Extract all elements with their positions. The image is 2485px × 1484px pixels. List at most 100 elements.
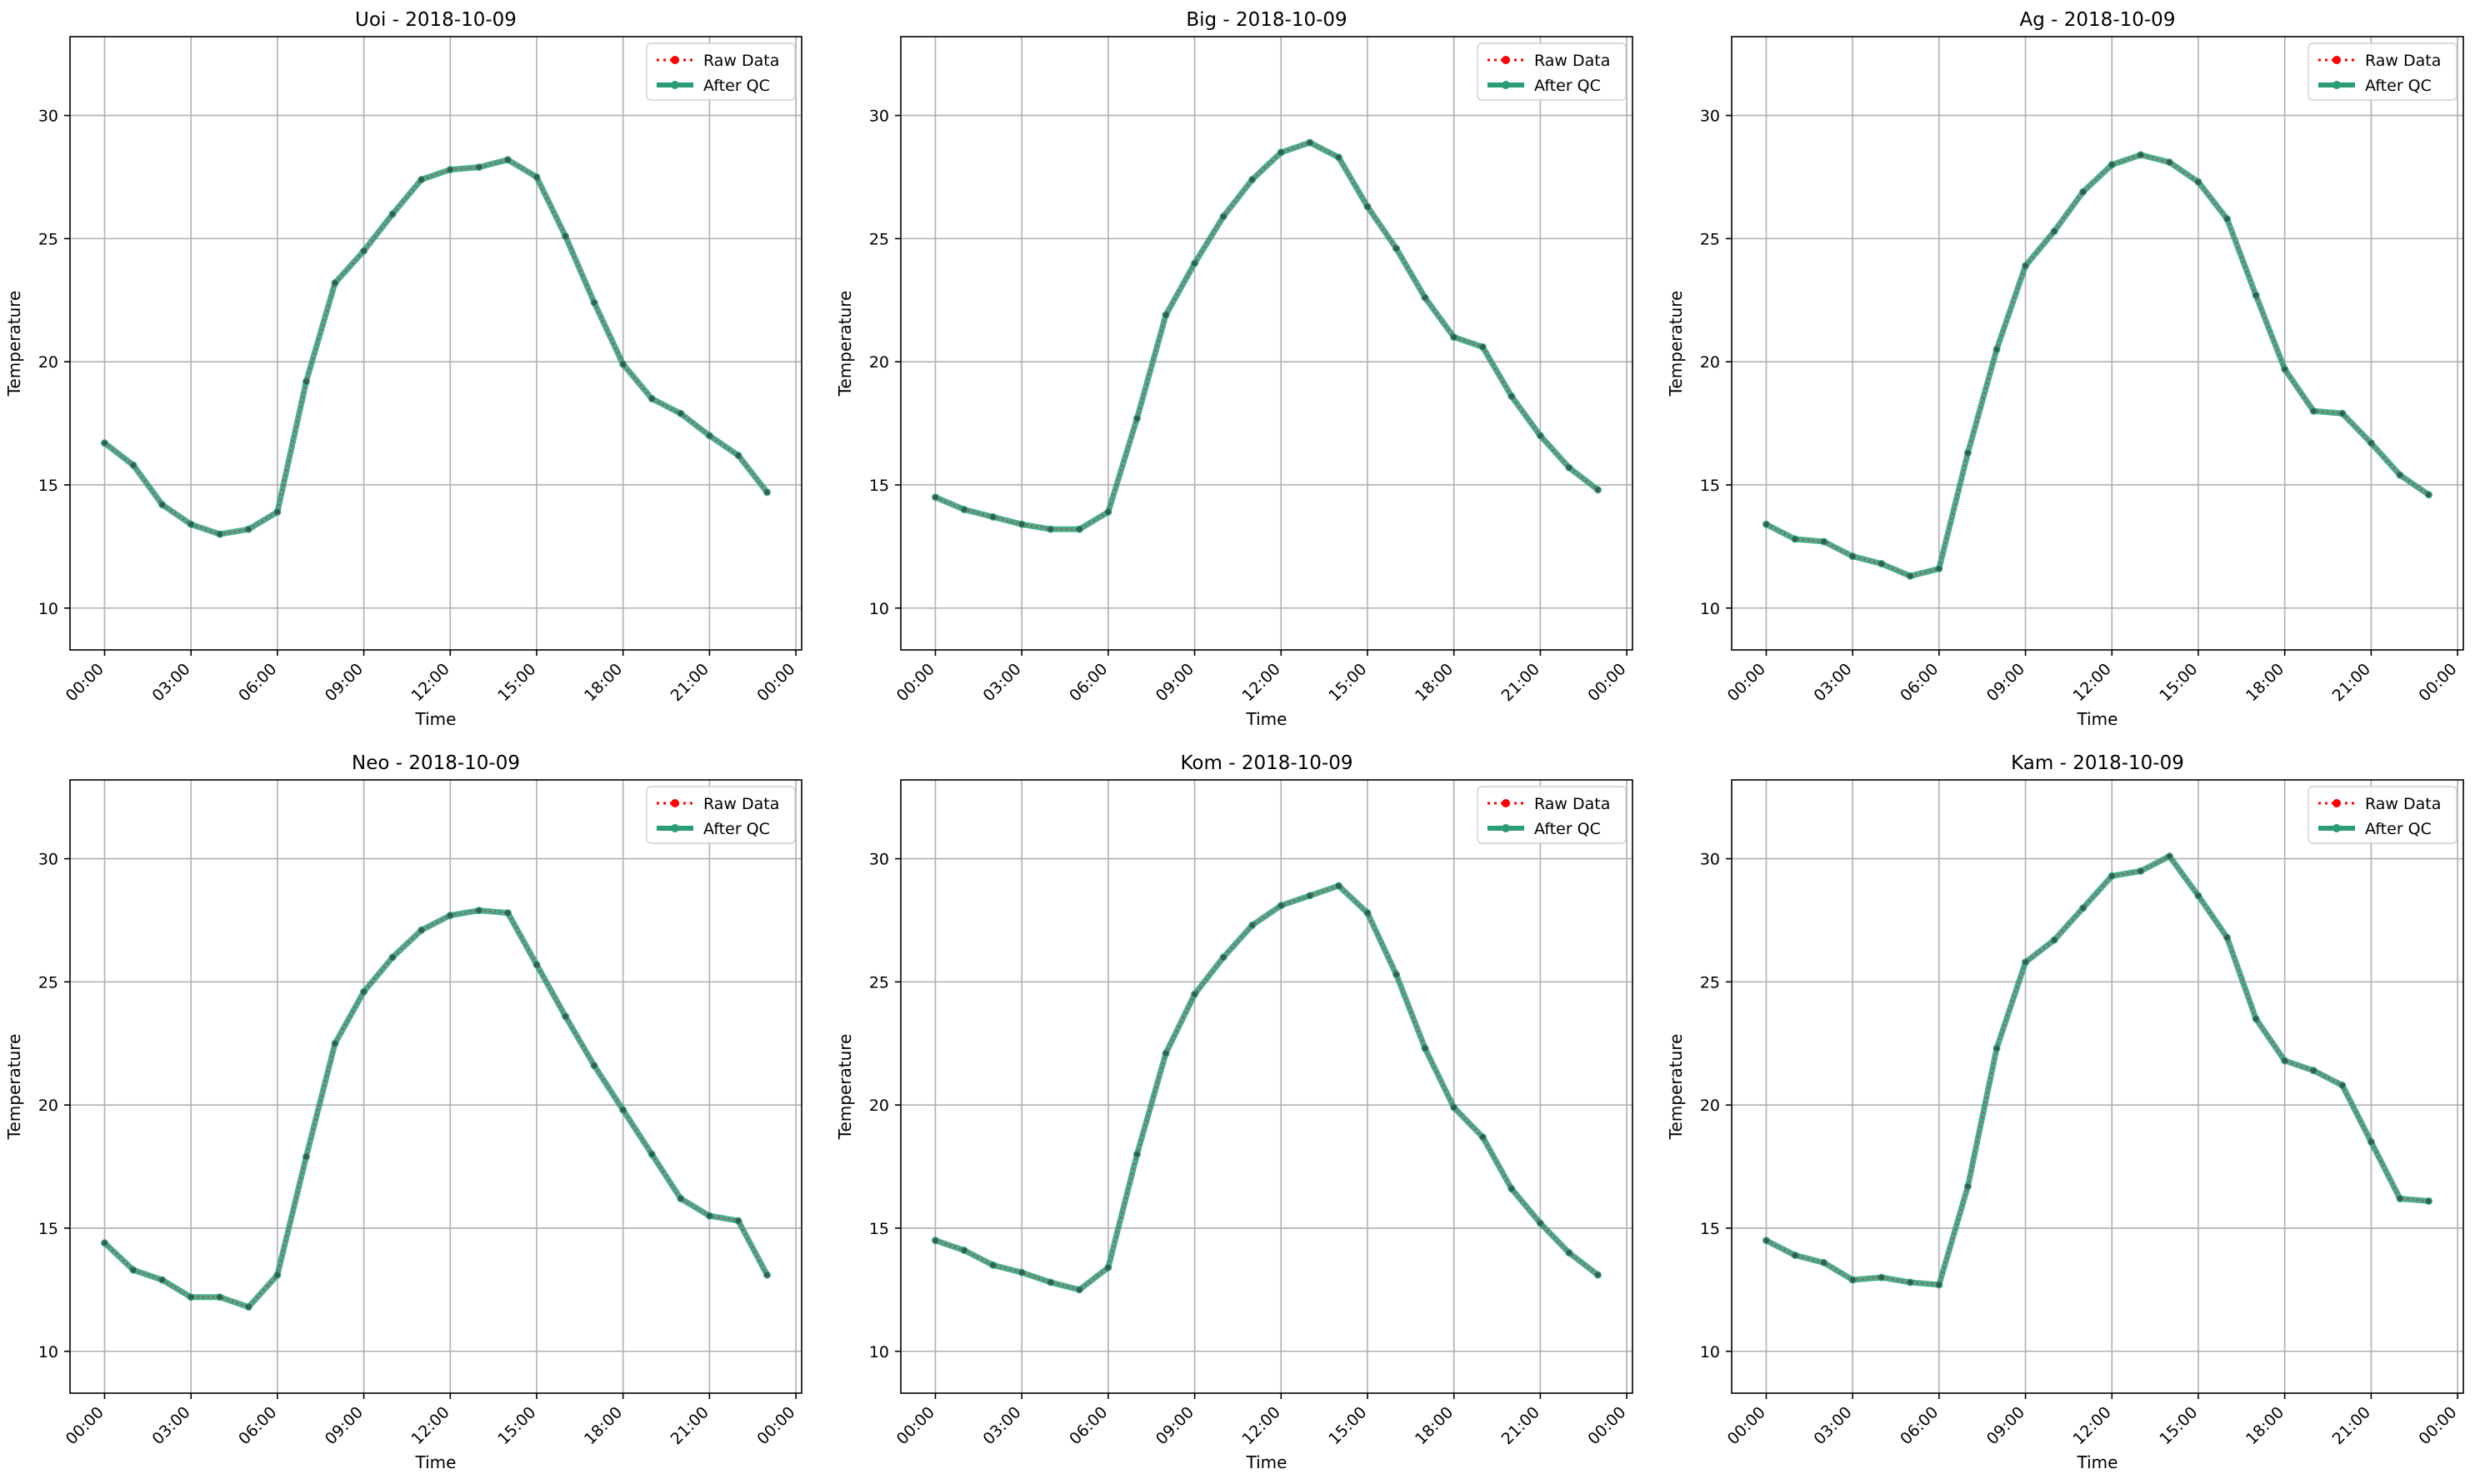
grid xyxy=(1732,780,2463,1393)
x-tick-label: 09:00 xyxy=(322,660,367,705)
x-tick-label: 06:00 xyxy=(1897,660,1942,705)
x-tick-label: 12:00 xyxy=(408,1403,453,1448)
y-axis-label: Temperature xyxy=(4,1034,24,1141)
x-tick-label: 00:00 xyxy=(2415,1403,2460,1448)
data-point-raw-data xyxy=(2109,873,2115,879)
data-point-raw-data xyxy=(2138,152,2144,158)
data-point-raw-data xyxy=(649,1152,655,1157)
y-tick-label: 20 xyxy=(869,353,889,372)
x-tick-label: 06:00 xyxy=(1897,1403,1942,1448)
y-tick-label: 30 xyxy=(869,107,889,126)
data-point-raw-data xyxy=(1538,432,1543,439)
legend-raw-label: Raw Data xyxy=(703,52,779,70)
data-point-raw-data xyxy=(246,526,252,532)
y-axis-label: Temperature xyxy=(835,1034,855,1141)
x-axis-label: Time xyxy=(415,709,457,729)
legend-raw-marker xyxy=(671,56,679,64)
x-tick-label: 18:00 xyxy=(2242,1403,2288,1448)
data-point-raw-data xyxy=(1162,312,1169,318)
data-point-raw-data xyxy=(932,1237,938,1243)
data-point-raw-data xyxy=(130,1267,137,1273)
data-point-raw-data xyxy=(217,1294,222,1300)
data-point-raw-data xyxy=(562,233,568,239)
data-point-raw-data xyxy=(217,531,222,537)
data-point-raw-data xyxy=(1566,465,1572,471)
y-tick-label: 10 xyxy=(869,600,889,618)
y-axis-label: Temperature xyxy=(1666,1034,1686,1141)
data-point-raw-data xyxy=(1936,1282,1942,1288)
chart-title: Big - 2018-10-09 xyxy=(1186,9,1347,31)
y-tick-label: 25 xyxy=(1700,230,1720,248)
legend-raw-marker xyxy=(1502,799,1510,807)
x-tick-label: 18:00 xyxy=(581,1403,626,1448)
y-tick-label: 20 xyxy=(38,353,58,372)
x-tick-label: 00:00 xyxy=(62,1403,108,1448)
data-point-raw-data xyxy=(159,1277,165,1283)
legend-raw-label: Raw Data xyxy=(1534,795,1610,813)
legend-raw-label: Raw Data xyxy=(2365,52,2441,70)
x-tick-label: 21:00 xyxy=(1498,660,1543,705)
data-point-raw-data xyxy=(678,411,684,417)
axes-frame xyxy=(1731,779,2464,1394)
legend-qc-label: After QC xyxy=(703,820,770,838)
chart-panel-6: 00:00 03:00 06:00 09:00 12:00 15:00 18:00 21:00… xyxy=(1666,752,2464,1472)
chart-panel-4: 00:00 03:00 06:00 09:00 12:00 15:00 18:00 21:00… xyxy=(4,752,802,1472)
data-point-raw-data xyxy=(707,1212,712,1219)
x-tick-label: 12:00 xyxy=(1239,660,1284,705)
data-point-raw-data xyxy=(274,1272,281,1278)
data-point-raw-data xyxy=(1134,1152,1140,1157)
data-point-raw-data xyxy=(1763,522,1769,527)
data-point-raw-data xyxy=(1018,522,1025,527)
x-tick-label: 21:00 xyxy=(1498,1403,1543,1448)
y-tick-label: 20 xyxy=(1700,1097,1720,1115)
y-tick-label: 10 xyxy=(1700,1343,1720,1362)
data-point-raw-data xyxy=(1763,1237,1769,1243)
series-line-raw-data xyxy=(103,909,768,1308)
data-point-raw-data xyxy=(448,912,453,918)
series-line-raw-data xyxy=(935,142,1599,531)
y-tick-label: 15 xyxy=(38,1220,58,1238)
data-point-raw-data xyxy=(418,927,424,933)
data-point-raw-data xyxy=(188,522,194,527)
data-point-raw-data xyxy=(961,1247,968,1253)
data-point-raw-data xyxy=(1278,149,1284,156)
data-point-raw-data xyxy=(448,167,453,172)
series-line-after-qc xyxy=(1764,152,2431,579)
x-tick-label: 06:00 xyxy=(1066,1403,1111,1448)
data-point-raw-data xyxy=(735,1217,742,1224)
x-tick-label: 00:00 xyxy=(1584,660,1629,705)
x-tick-label: 15:00 xyxy=(2156,660,2201,705)
data-point-raw-data xyxy=(961,507,968,512)
data-point-raw-data xyxy=(620,1107,626,1113)
data-point-raw-data xyxy=(932,494,938,500)
x-tick-label: 15:00 xyxy=(494,1403,539,1448)
legend: Raw Data After QC xyxy=(1477,42,1627,101)
data-point-raw-data xyxy=(1849,553,1856,559)
data-point-raw-data xyxy=(2167,159,2172,165)
series-line-raw-data xyxy=(1765,855,2429,1287)
y-tick-label: 10 xyxy=(1700,600,1720,618)
y-tick-label: 30 xyxy=(1700,107,1720,126)
chart-panel-2: 00:00 03:00 06:00 09:00 12:00 15:00 18:00 21:00… xyxy=(835,9,1633,729)
axes-frame xyxy=(69,779,802,1394)
data-point-raw-data xyxy=(130,462,137,468)
data-point-raw-data xyxy=(1480,1134,1486,1140)
series-line-raw-data xyxy=(103,158,768,536)
data-point-raw-data xyxy=(2282,1057,2288,1064)
y-axis-label: Temperature xyxy=(4,291,24,397)
data-point-raw-data xyxy=(102,1240,108,1246)
legend-qc-marker xyxy=(1502,81,1510,89)
data-point-raw-data xyxy=(764,1272,770,1278)
x-tick-label: 00:00 xyxy=(2415,660,2460,705)
legend: Raw Data After QC xyxy=(2308,786,2458,844)
data-point-raw-data xyxy=(2080,189,2086,195)
axes-frame xyxy=(900,36,1633,651)
data-point-raw-data xyxy=(389,211,396,217)
grid xyxy=(70,780,802,1393)
data-point-raw-data xyxy=(1451,1104,1457,1111)
data-point-raw-data xyxy=(2311,408,2317,414)
data-point-raw-data xyxy=(1105,509,1112,515)
x-axis-label: Time xyxy=(415,1452,457,1472)
data-point-raw-data xyxy=(1821,538,1827,545)
